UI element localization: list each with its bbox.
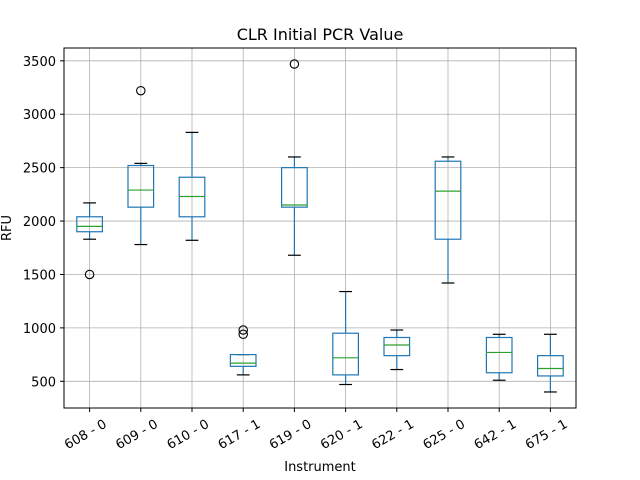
y-tick-label: 1500 [23, 268, 56, 283]
x-tick-label: 617 - 1 [216, 417, 263, 453]
box-625-0 [434, 156, 462, 284]
outlier-point [238, 329, 248, 340]
y-tick-label: 3000 [23, 108, 56, 123]
box-622-1 [383, 329, 411, 371]
iqr-box [281, 167, 308, 208]
outlier-point [238, 325, 248, 335]
x-tick-label: 610 - 0 [165, 417, 212, 453]
x-tick-label: 608 - 0 [62, 417, 109, 453]
x-tick-label: 609 - 0 [113, 417, 160, 453]
x-tick-label: 625 - 0 [421, 417, 468, 453]
y-tick-label: 2500 [23, 162, 56, 177]
y-axis-ticks: 500 1000 1500 2000 2500 3000 3500 [23, 55, 64, 390]
box-608-0 [76, 202, 104, 280]
x-axis-ticks: 608 - 0 609 - 0 610 - 0 617 - 1 619 - 0 620 -… [62, 408, 570, 453]
chart-title: CLR Initial PCR Value [237, 25, 404, 44]
iqr-box [76, 216, 104, 233]
x-tick-label: 675 - 1 [523, 417, 570, 453]
iqr-box [485, 336, 513, 374]
outlier-point [289, 59, 300, 69]
x-tick-label: 619 - 0 [267, 417, 314, 453]
box-609-0 [127, 85, 155, 246]
box-620-1 [332, 290, 359, 386]
box-617-1 [229, 325, 257, 376]
box-series [76, 59, 564, 393]
y-axis-label: RFU [0, 215, 15, 241]
iqr-box [536, 355, 564, 377]
box-610-0 [178, 131, 206, 241]
iqr-box [127, 164, 155, 208]
outlier-point [84, 269, 95, 280]
x-tick-label: 620 - 1 [318, 417, 365, 453]
box-642-1 [485, 333, 513, 381]
y-tick-label: 500 [31, 375, 56, 390]
y-tick-label: 3500 [23, 55, 56, 70]
iqr-box [434, 160, 462, 240]
box-619-0 [281, 59, 308, 256]
plot-frame [63, 47, 577, 409]
x-tick-label: 622 - 1 [369, 417, 416, 453]
x-axis-label: Instrument [284, 460, 356, 475]
y-tick-label: 1000 [23, 322, 56, 337]
grid-lines [64, 48, 576, 408]
iqr-box [383, 336, 411, 357]
outlier-point [136, 85, 146, 96]
box-675-1 [536, 333, 564, 393]
x-tick-label: 642 - 1 [472, 417, 519, 453]
iqr-box [332, 332, 359, 376]
iqr-box [229, 353, 257, 367]
y-tick-label: 2000 [23, 215, 56, 230]
